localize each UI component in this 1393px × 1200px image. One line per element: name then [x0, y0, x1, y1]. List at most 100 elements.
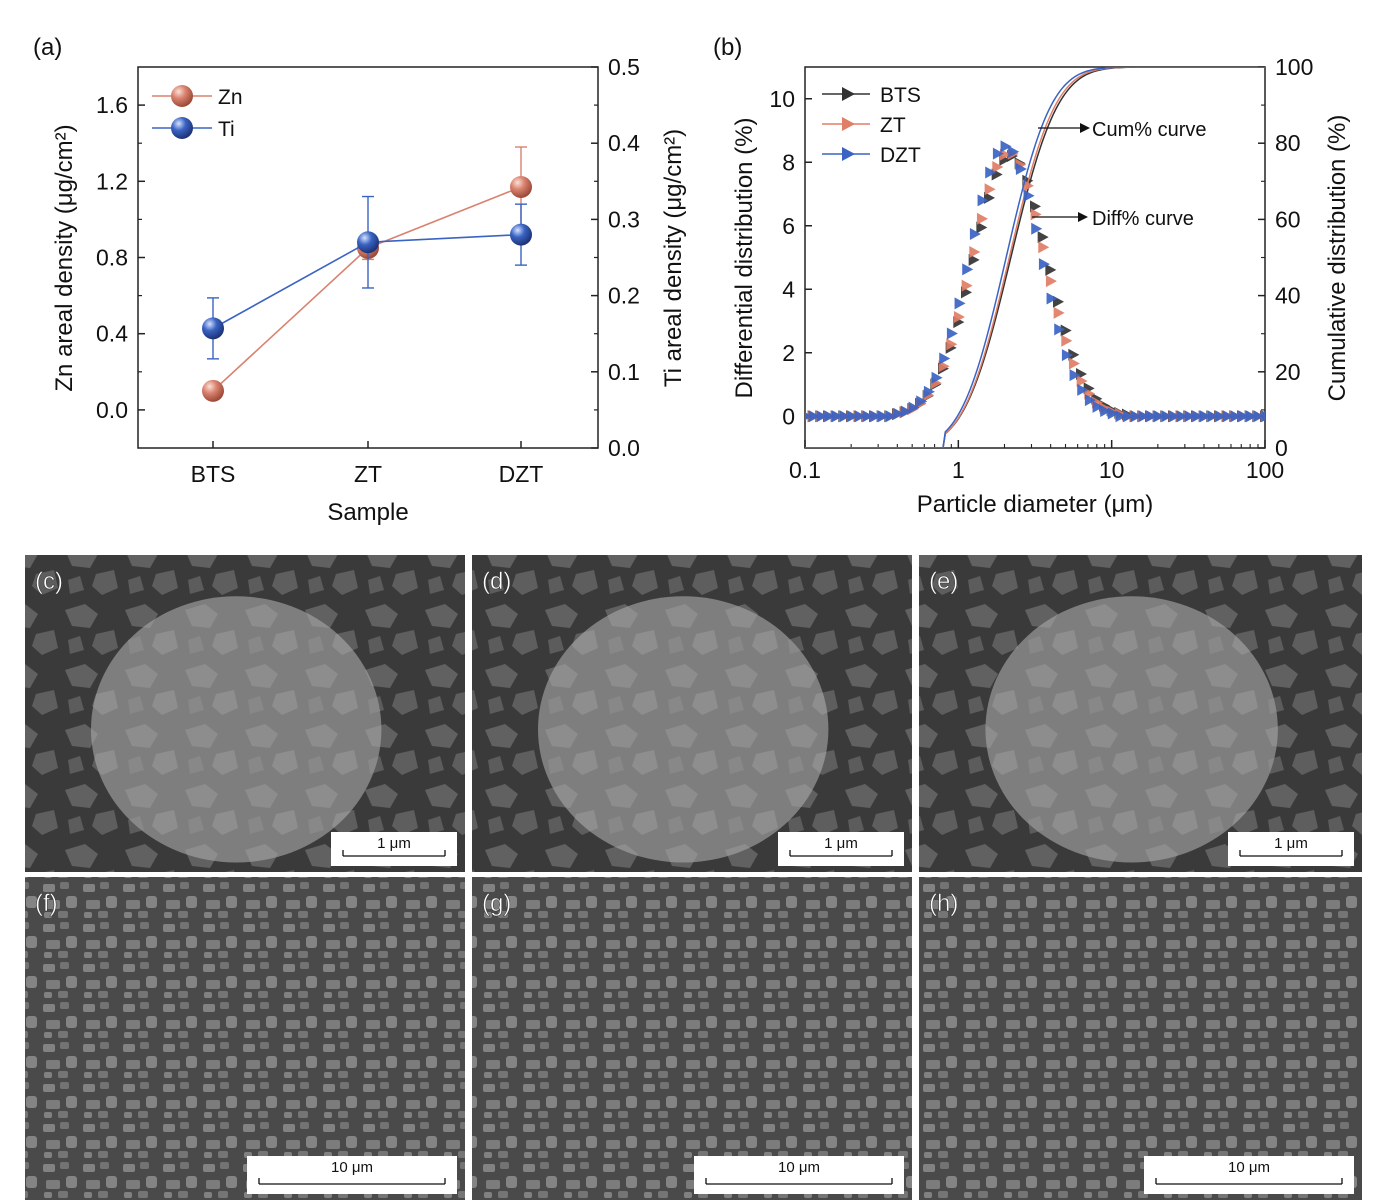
diff-marker-dzt	[824, 410, 836, 423]
cumulative-curve-dzt	[805, 67, 1265, 448]
scale-bar-label: 10 μm	[778, 1159, 820, 1176]
diff-marker-zt	[1045, 275, 1057, 288]
x-tick-label: 1	[952, 457, 965, 483]
legend-marker	[171, 117, 193, 139]
diff-marker-dzt	[1069, 369, 1081, 382]
sem-image-d: (d) 1 μm	[472, 555, 912, 872]
y-left-tick-label: 10	[769, 86, 795, 112]
cumulative-curve-bts	[805, 67, 1265, 448]
sem-panel-label: (d)	[482, 568, 511, 595]
diff-marker-zt	[961, 279, 973, 292]
data-point-zn	[202, 379, 224, 402]
diff-marker-dzt	[992, 147, 1004, 160]
diff-marker-zt	[1068, 357, 1080, 370]
diff-marker-dzt	[923, 385, 935, 398]
diff-marker-dzt	[931, 371, 943, 384]
panel-b-left-axis: 0 2 4 6 8 10	[769, 86, 812, 429]
diff-marker-zt	[984, 183, 996, 196]
sem-image-grid: (c)1 μm(d)1 μm(e)1 μm(f)10 μm(g)10 μm(h)…	[25, 555, 1362, 1200]
scale-bar-box	[1144, 1156, 1354, 1194]
panel-b-series	[805, 67, 1265, 448]
y-left-tick-label: 0.0	[96, 397, 128, 423]
sem-image-f: (f) 10 μm	[25, 877, 465, 1200]
sem-particle-texture	[985, 596, 1278, 863]
diff-marker-dzt	[808, 410, 820, 423]
panel-a-y-right-title: Ti areal density (μg/cm²)	[660, 129, 687, 387]
diff-marker-bts	[1030, 200, 1041, 213]
diff-marker-bts	[968, 253, 980, 266]
diff-marker-dzt	[1000, 140, 1012, 153]
y-right-tick-label: 80	[1275, 130, 1301, 156]
diff-marker-dzt	[1138, 410, 1150, 423]
diff-marker-zt	[1053, 306, 1065, 319]
legend-label: Ti	[218, 118, 235, 141]
diff-marker-dzt	[1253, 410, 1265, 423]
data-point-ti	[510, 223, 532, 246]
sem-panel-label: (c)	[35, 568, 63, 595]
sem-image-h: (h) 10 μm	[919, 877, 1362, 1200]
panel-a-series	[202, 146, 532, 402]
diff-arrow-head	[1078, 212, 1088, 222]
diff-marker-dzt	[1245, 410, 1257, 423]
diff-marker-dzt	[946, 327, 958, 340]
y-right-tick-label: 0.0	[608, 435, 640, 461]
diff-marker-dzt	[1207, 410, 1219, 423]
diff-marker-zt	[1061, 334, 1073, 347]
sem-panel-label: (h)	[929, 890, 958, 917]
panel-a-right-axis: 0.0 0.1 0.2 0.3 0.4 0.5	[591, 54, 640, 461]
diff-marker-dzt	[1084, 394, 1096, 407]
legend-marker	[171, 85, 193, 107]
diff-marker-dzt	[847, 410, 859, 423]
data-point-zn	[510, 176, 532, 199]
sem-panel-label: (g)	[482, 890, 511, 917]
diff-marker-dzt	[862, 410, 874, 423]
diff-marker-zt	[969, 245, 981, 258]
diff-marker-zt	[953, 311, 965, 324]
panel-a-x-axis: BTS ZT DZT	[191, 441, 543, 487]
legend-label: BTS	[880, 84, 921, 107]
diff-marker-zt	[992, 161, 1004, 174]
diff-marker-dzt	[870, 410, 882, 423]
x-tick-label: ZT	[354, 461, 382, 487]
panel-b-annotations: Cum% curve Diff% curve	[1032, 119, 1206, 230]
scale-bar-box	[1228, 832, 1354, 866]
diff-marker-dzt	[885, 410, 897, 423]
diff-marker-zt	[1038, 241, 1050, 254]
diff-marker-dzt	[1153, 410, 1165, 423]
diff-marker-dzt	[805, 412, 813, 421]
sem-particle-texture	[538, 596, 829, 863]
diff-marker-dzt	[1222, 410, 1234, 423]
legend-marker	[842, 87, 855, 101]
scale-bar-label: 10 μm	[1228, 1159, 1270, 1176]
y-right-tick-label: 100	[1275, 54, 1313, 80]
diff-marker-dzt	[1176, 410, 1188, 423]
diff-marker-bts	[1060, 324, 1072, 337]
y-left-tick-label: 0.4	[96, 321, 128, 347]
diff-marker-dzt	[854, 410, 866, 423]
panel-a: (a) 0.0 0.4 0.8 1.2 1.6 0.0 0.1 0.2 0.3 0.4 0.5 B…	[33, 34, 687, 526]
y-right-tick-label: 0.3	[608, 206, 640, 232]
diff-marker-dzt	[985, 166, 997, 179]
panel-a-legend: Zn Ti	[152, 85, 243, 141]
panel-b-y-left-title: Differential distribution (%)	[731, 117, 758, 398]
diff-marker-dzt	[1146, 410, 1158, 423]
legend-marker	[842, 117, 855, 131]
diff-curve-annotation: Diff% curve	[1092, 208, 1194, 230]
diff-marker-bts	[976, 221, 988, 234]
panel-b-label: (b)	[713, 34, 742, 61]
diff-marker-dzt	[1092, 400, 1104, 413]
diff-marker-dzt	[1169, 410, 1181, 423]
y-left-tick-label: 0	[782, 403, 795, 429]
diff-marker-dzt	[1061, 349, 1073, 362]
diff-marker-zt	[1030, 208, 1042, 221]
sem-texture	[919, 877, 1362, 1200]
diff-marker-zt	[1076, 375, 1088, 388]
diff-marker-bts	[1037, 231, 1049, 244]
diff-marker-dzt	[1077, 383, 1089, 396]
legend-marker	[842, 147, 855, 161]
y-left-tick-label: 4	[782, 276, 795, 302]
diff-marker-dzt	[1261, 410, 1265, 423]
diff-marker-dzt	[1107, 407, 1119, 420]
y-left-tick-label: 0.8	[96, 245, 128, 271]
panel-a-y-left-title: Zn areal density (μg/cm²)	[51, 124, 78, 391]
